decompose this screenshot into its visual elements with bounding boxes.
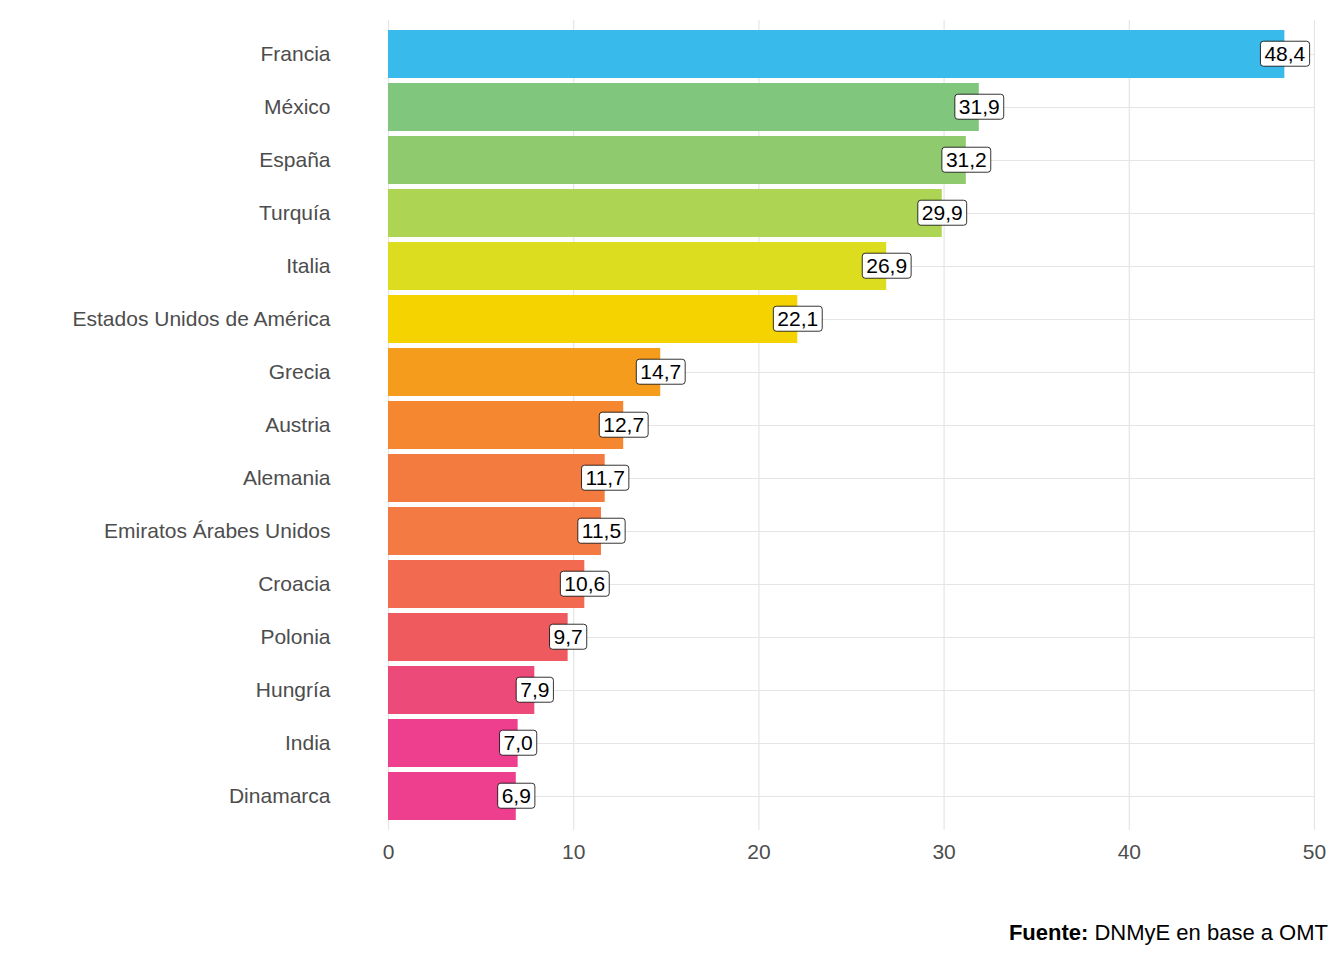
svg-text:Francia: Francia xyxy=(260,42,330,65)
svg-text:Emiratos Árabes Unidos: Emiratos Árabes Unidos xyxy=(104,519,330,542)
svg-text:Austria: Austria xyxy=(265,413,331,436)
svg-text:Italia: Italia xyxy=(286,254,331,277)
svg-text:India: India xyxy=(285,731,331,754)
svg-text:20: 20 xyxy=(747,840,770,863)
svg-text:48,4: 48,4 xyxy=(1264,42,1305,65)
svg-text:Hungría: Hungría xyxy=(256,678,331,701)
svg-text:29,9: 29,9 xyxy=(922,201,963,224)
svg-text:México: México xyxy=(264,95,331,118)
svg-text:12,7: 12,7 xyxy=(603,413,644,436)
svg-text:10: 10 xyxy=(562,840,585,863)
svg-text:30: 30 xyxy=(932,840,955,863)
svg-text:14,7: 14,7 xyxy=(640,360,681,383)
svg-text:50: 50 xyxy=(1303,840,1326,863)
svg-text:Dinamarca: Dinamarca xyxy=(229,784,331,807)
svg-text:Turquía: Turquía xyxy=(259,201,331,224)
svg-text:Alemania: Alemania xyxy=(243,466,331,489)
svg-text:7,0: 7,0 xyxy=(504,731,533,754)
svg-text:Croacia: Croacia xyxy=(258,572,331,595)
svg-text:9,7: 9,7 xyxy=(554,625,583,648)
svg-text:11,5: 11,5 xyxy=(582,519,621,542)
svg-text:10,6: 10,6 xyxy=(564,572,605,595)
svg-text:Grecia: Grecia xyxy=(269,360,331,383)
svg-text:Polonia: Polonia xyxy=(260,625,330,648)
svg-text:40: 40 xyxy=(1118,840,1141,863)
svg-text:España: España xyxy=(259,148,331,171)
svg-text:26,9: 26,9 xyxy=(866,254,907,277)
svg-text:11,7: 11,7 xyxy=(586,466,625,489)
svg-text:22,1: 22,1 xyxy=(777,307,818,330)
svg-text:Estados Unidos de América: Estados Unidos de América xyxy=(73,307,331,330)
svg-text:31,2: 31,2 xyxy=(946,148,987,171)
html-text:Fuente: DNMyE en base a OMT: Fuente: DNMyE en base a OMT xyxy=(1008,920,1328,945)
svg-text:0: 0 xyxy=(383,840,395,863)
svg-text:6,9: 6,9 xyxy=(502,784,531,807)
svg-text:7,9: 7,9 xyxy=(520,678,549,701)
svg-text:31,9: 31,9 xyxy=(959,95,1000,118)
